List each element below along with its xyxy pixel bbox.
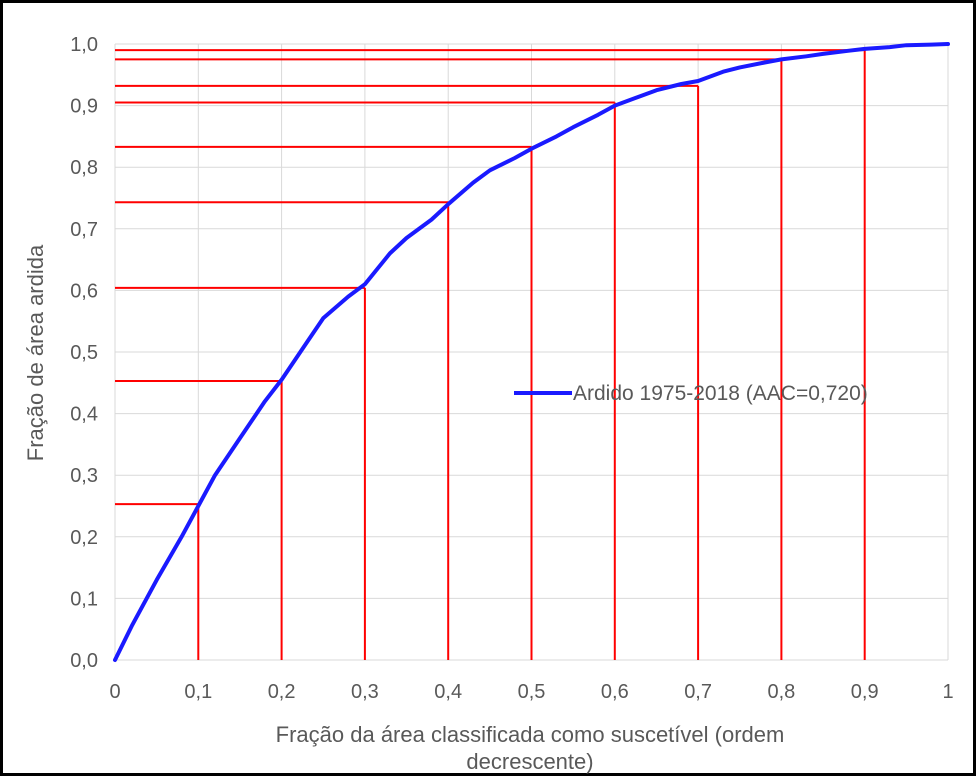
y-axis-title: Fração de área ardida	[23, 244, 48, 461]
x-tick-label: 0,5	[518, 681, 546, 703]
legend-label: Ardido 1975-2018 (AAC=0,720)	[573, 382, 868, 405]
y-tick-label: 0,2	[70, 527, 98, 549]
x-axis-title-line-2: decrescente)	[466, 749, 593, 774]
x-tick-label: 0,1	[184, 681, 212, 703]
y-tick-label: 0,8	[70, 157, 98, 179]
reference-lines	[115, 49, 866, 660]
x-tick-label: 0,2	[268, 681, 296, 703]
x-tick-labels: 0 0,1 0,2 0,3 0,4 0,5 0,6 0,7 0,8 0,9 1	[109, 681, 953, 703]
y-tick-label: 0,7	[70, 219, 98, 241]
x-tick-label: 0,9	[851, 681, 879, 703]
y-tick-label: 0,0	[70, 650, 98, 672]
x-tick-label: 1	[942, 681, 953, 703]
series-layer	[113, 42, 950, 662]
x-axis-title-line-1: Fração da área classificada como suscetí…	[276, 722, 785, 747]
y-tick-label: 0,4	[70, 404, 98, 426]
y-tick-label: 0,3	[70, 465, 98, 487]
x-tick-label: 0	[109, 681, 120, 703]
y-tick-label: 0,1	[70, 588, 98, 610]
x-tick-label: 0,7	[684, 681, 712, 703]
series-line	[113, 42, 950, 662]
y-tick-label: 0,5	[70, 342, 98, 364]
y-tick-label: 1,0	[70, 34, 98, 56]
x-tick-label: 0,8	[767, 681, 795, 703]
x-tick-label: 0,3	[351, 681, 379, 703]
y-tick-labels: 0,0 0,1 0,2 0,3 0,4 0,5 0,6 0,7 0,8 0,9 1,0	[70, 34, 98, 672]
x-tick-label: 0,4	[434, 681, 462, 703]
x-tick-label: 0,6	[601, 681, 629, 703]
y-tick-label: 0,6	[70, 280, 98, 302]
y-tick-label: 0,9	[70, 96, 98, 118]
legend: Ardido 1975-2018 (AAC=0,720)	[514, 382, 868, 405]
